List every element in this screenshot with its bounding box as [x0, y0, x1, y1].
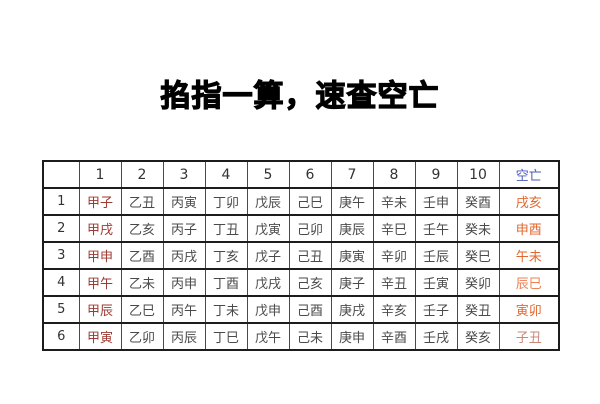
jiazi-cell: 乙未 [120, 268, 164, 297]
jiazi-cell: 辛卯 [372, 241, 416, 270]
table-row: 5 甲辰 乙巳 丙午 丁未 戊申 己酉 庚戌 辛亥 壬子 癸丑 寅卯 [42, 295, 560, 324]
jiazi-cell: 甲戌 [78, 214, 122, 243]
jiazi-cell: 乙巳 [120, 295, 164, 324]
row-index-cell: 3 [42, 241, 80, 270]
jiazi-cell: 壬寅 [414, 268, 458, 297]
row-index-cell: 1 [42, 187, 80, 216]
jiazi-cell: 乙酉 [120, 241, 164, 270]
jiazi-cell: 癸巳 [456, 241, 500, 270]
jiazi-cell: 庚寅 [330, 241, 374, 270]
jiazi-cell: 戊申 [246, 295, 290, 324]
jiazi-cell: 丁丑 [204, 214, 248, 243]
jiazi-cell: 戊辰 [246, 187, 290, 216]
jiazi-cell: 壬申 [414, 187, 458, 216]
row-index-cell: 2 [42, 214, 80, 243]
jiazi-cell: 己亥 [288, 268, 332, 297]
jiazi-cell: 丙子 [162, 214, 206, 243]
column-header-3: 3 [162, 160, 206, 189]
jiazi-cell: 辛丑 [372, 268, 416, 297]
jiazi-cell: 庚申 [330, 322, 374, 351]
jiazi-cell: 己卯 [288, 214, 332, 243]
table-row: 6 甲寅 乙卯 丙辰 丁巳 戊午 己未 庚申 辛酉 壬戌 癸亥 子丑 [42, 322, 560, 351]
jiazi-cell: 丁未 [204, 295, 248, 324]
jiazi-cell: 丁巳 [204, 322, 248, 351]
column-header-6: 6 [288, 160, 332, 189]
kongwang-value-cell: 申酉 [498, 214, 560, 243]
jiazi-cell: 癸亥 [456, 322, 500, 351]
jiazi-cell: 戊戌 [246, 268, 290, 297]
row-index-cell: 5 [42, 295, 80, 324]
jiazi-cell: 辛未 [372, 187, 416, 216]
kongwang-lookup-table: 1 2 3 4 5 6 7 8 9 10 空亡 1 甲子 乙丑 丙寅 丁卯 戊辰 己巳 庚午 辛未 壬申 癸酉 戌亥 2 甲戌乙… [42, 160, 560, 351]
jiazi-cell: 甲寅 [78, 322, 122, 351]
jiazi-cell: 己酉 [288, 295, 332, 324]
jiazi-cell: 丁酉 [204, 268, 248, 297]
jiazi-cell: 乙亥 [120, 214, 164, 243]
kongwang-value-cell: 午未 [498, 241, 560, 270]
jiazi-cell: 乙丑 [120, 187, 164, 216]
jiazi-cell: 己巳 [288, 187, 332, 216]
jiazi-cell: 己丑 [288, 241, 332, 270]
column-header-2: 2 [120, 160, 164, 189]
jiazi-cell: 乙卯 [120, 322, 164, 351]
jiazi-cell: 辛巳 [372, 214, 416, 243]
jiazi-cell: 丙辰 [162, 322, 206, 351]
jiazi-cell: 癸未 [456, 214, 500, 243]
table-row: 3 甲申 乙酉 丙戌 丁亥 戊子 己丑 庚寅 辛卯 壬辰 癸巳 午未 [42, 241, 560, 270]
column-header-8: 8 [372, 160, 416, 189]
column-header-5: 5 [246, 160, 290, 189]
column-header-4: 4 [204, 160, 248, 189]
kongwang-value-cell: 子丑 [498, 322, 560, 351]
jiazi-cell: 庚子 [330, 268, 374, 297]
jiazi-cell: 甲申 [78, 241, 122, 270]
jiazi-cell: 庚戌 [330, 295, 374, 324]
table-row: 4 甲午 乙未 丙申 丁酉 戊戌 己亥 庚子 辛丑 壬寅 癸卯 辰巳 [42, 268, 560, 297]
jiazi-cell: 壬子 [414, 295, 458, 324]
jiazi-cell: 癸酉 [456, 187, 500, 216]
jiazi-cell: 戊午 [246, 322, 290, 351]
table-row: 2 甲戌 乙亥 丙子 丁丑 戊寅 己卯 庚辰 辛巳 壬午 癸未 申酉 [42, 214, 560, 243]
jiazi-cell: 庚辰 [330, 214, 374, 243]
sexagenary-table: 1 2 3 4 5 6 7 8 9 10 空亡 1 甲子 乙丑 丙寅 丁卯 戊辰 己巳 庚午 辛未 壬申 癸酉 戌亥 2 甲戌乙… [42, 160, 560, 351]
jiazi-cell: 壬午 [414, 214, 458, 243]
column-header-7: 7 [330, 160, 374, 189]
jiazi-cell: 壬戌 [414, 322, 458, 351]
jiazi-cell: 丙寅 [162, 187, 206, 216]
table-row: 1 甲子 乙丑 丙寅 丁卯 戊辰 己巳 庚午 辛未 壬申 癸酉 戌亥 [42, 187, 560, 216]
corner-cell [42, 160, 80, 189]
jiazi-cell: 庚午 [330, 187, 374, 216]
kongwang-column-header: 空亡 [498, 160, 560, 189]
jiazi-cell: 甲午 [78, 268, 122, 297]
row-index-cell: 6 [42, 322, 80, 351]
jiazi-cell: 丙申 [162, 268, 206, 297]
jiazi-cell: 丁亥 [204, 241, 248, 270]
kongwang-value-cell: 寅卯 [498, 295, 560, 324]
column-header-1: 1 [78, 160, 122, 189]
jiazi-cell: 丙戌 [162, 241, 206, 270]
jiazi-cell: 癸丑 [456, 295, 500, 324]
jiazi-cell: 丁卯 [204, 187, 248, 216]
jiazi-cell: 甲子 [78, 187, 122, 216]
column-header-9: 9 [414, 160, 458, 189]
jiazi-cell: 戊子 [246, 241, 290, 270]
row-index-cell: 4 [42, 268, 80, 297]
column-header-10: 10 [456, 160, 500, 189]
page-title: 掐指一算，速查空亡 [160, 78, 440, 114]
kongwang-value-cell: 戌亥 [498, 187, 560, 216]
jiazi-cell: 丙午 [162, 295, 206, 324]
jiazi-cell: 戊寅 [246, 214, 290, 243]
jiazi-cell: 辛酉 [372, 322, 416, 351]
kongwang-value-cell: 辰巳 [498, 268, 560, 297]
table-header-row: 1 2 3 4 5 6 7 8 9 10 空亡 [42, 160, 560, 189]
jiazi-cell: 辛亥 [372, 295, 416, 324]
jiazi-cell: 己未 [288, 322, 332, 351]
jiazi-cell: 壬辰 [414, 241, 458, 270]
jiazi-cell: 甲辰 [78, 295, 122, 324]
jiazi-cell: 癸卯 [456, 268, 500, 297]
